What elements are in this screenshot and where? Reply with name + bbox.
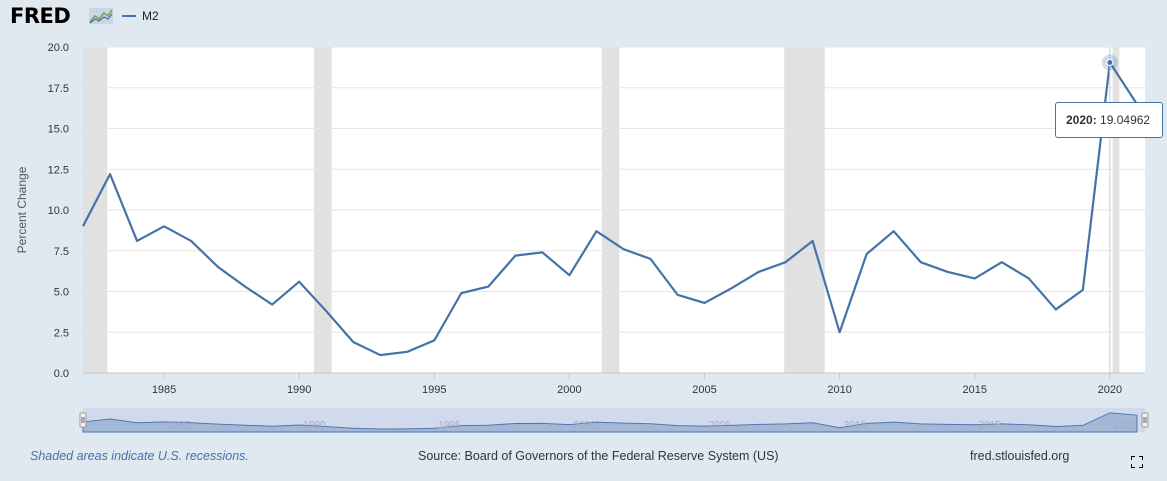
- x-tick-label: 2005: [692, 384, 716, 396]
- fred-logo[interactable]: FRED: [10, 4, 71, 28]
- navigator-tick-label: 2020: [1114, 420, 1137, 431]
- recession-note: Shaded areas indicate U.S. recessions.: [30, 449, 249, 463]
- y-tick-label: 15.0: [48, 124, 69, 136]
- y-tick-label: 7.5: [54, 246, 69, 258]
- fullscreen-icon[interactable]: [1131, 456, 1143, 468]
- hover-marker: [1106, 58, 1114, 66]
- y-tick-label: 12.5: [48, 164, 69, 176]
- y-tick-label: 5.0: [54, 287, 69, 299]
- navigator-tick-label: 1995: [438, 420, 461, 431]
- line-chart-icon: [89, 8, 113, 24]
- navigator-tick-label: 2000: [573, 420, 596, 431]
- y-tick-label: 17.5: [48, 83, 69, 95]
- navigator-handle[interactable]: [79, 412, 87, 428]
- y-tick-label: 0.0: [54, 368, 69, 380]
- y-axis-label: Percent Change: [15, 166, 29, 253]
- navigator-series: [82, 412, 1138, 433]
- navigator-handle[interactable]: [1141, 412, 1149, 428]
- navigator-tick-label: 2005: [709, 420, 732, 431]
- source-note: Source: Board of Governors of the Federa…: [418, 449, 779, 463]
- y-tick-label: 10.0: [48, 205, 69, 217]
- navigator-tick-label: 2010: [844, 420, 867, 431]
- x-tick-label: 2010: [827, 384, 851, 396]
- tooltip-value: 19.04962: [1100, 113, 1151, 127]
- navigator-tick-label: 1990: [303, 420, 326, 431]
- navigator-tick-label: 1985: [168, 420, 191, 431]
- legend-swatch: [122, 15, 136, 17]
- x-tick-label: 2015: [963, 384, 987, 396]
- series-line-m2: [82, 61, 1138, 357]
- x-tick-label: 2020: [1098, 384, 1122, 396]
- x-tick-label: 2000: [557, 384, 581, 396]
- tooltip-label: 2020:: [1066, 113, 1097, 127]
- navigator-track: [83, 408, 1145, 432]
- x-tick-label: 1990: [287, 384, 311, 396]
- navigator-selection: [83, 408, 1145, 432]
- data-tooltip: 2020: 19.04962: [1055, 102, 1163, 138]
- x-tick-label: 1995: [422, 384, 446, 396]
- site-link[interactable]: fred.stlouisfed.org: [970, 449, 1070, 463]
- navigator-tick-label: 2015: [979, 420, 1002, 431]
- x-tick-label: 1985: [152, 384, 176, 396]
- y-tick-label: 2.5: [54, 327, 69, 339]
- legend-label: M2: [142, 9, 159, 23]
- chart-legend[interactable]: M2: [122, 9, 159, 23]
- y-tick-label: 20.0: [48, 42, 69, 54]
